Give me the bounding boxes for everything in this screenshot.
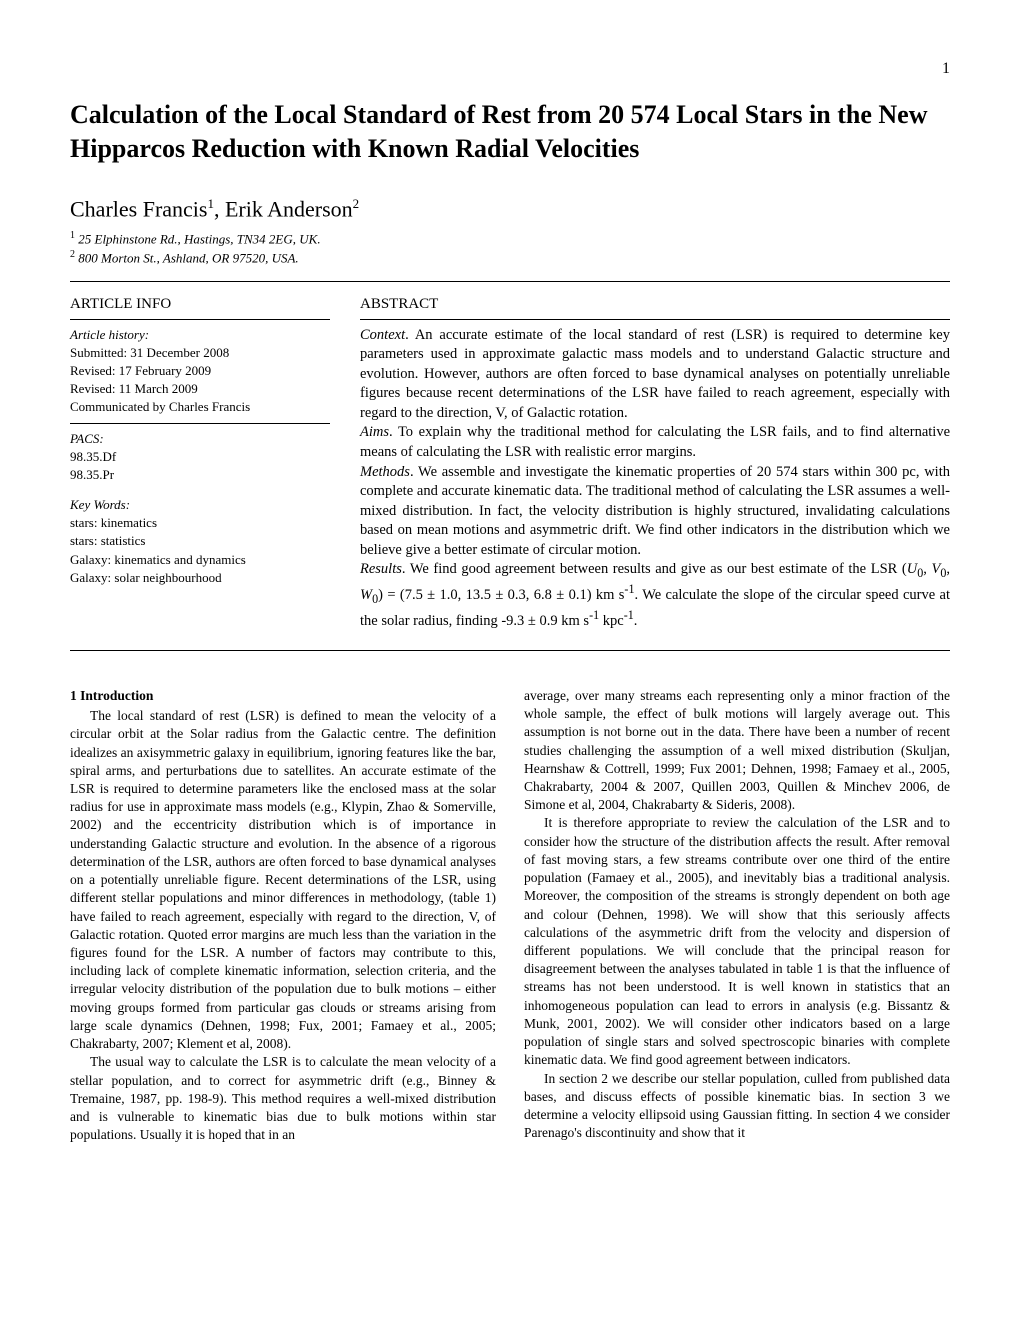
pacs-1: 98.35.Pr	[70, 466, 330, 484]
info-abstract-row: ARTICLE INFO Article history: Submitted:…	[70, 296, 950, 632]
article-info-header: ARTICLE INFO	[70, 296, 330, 313]
affiliation-2: 2 800 Morton St., Ashland, OR 97520, USA…	[70, 249, 950, 266]
context-label: Context	[360, 327, 405, 343]
keyword-3: Galaxy: solar neighbourhood	[70, 569, 330, 587]
keyword-1: stars: statistics	[70, 532, 330, 550]
keywords-block: Key Words: stars: kinematics stars: stat…	[70, 496, 330, 587]
abstract-rule	[360, 319, 950, 320]
history-line-0: Submitted: 31 December 2008	[70, 344, 330, 362]
top-rule	[70, 281, 950, 282]
abstract-text: Context. An accurate estimate of the loc…	[360, 326, 950, 632]
body-p3: average, over many streams each represen…	[524, 687, 950, 815]
body-column-right: average, over many streams each represen…	[524, 687, 950, 1144]
pacs-0: 98.35.Df	[70, 448, 330, 466]
context-text: . An accurate estimate of the local stan…	[360, 327, 950, 421]
pacs-block: PACS: 98.35.Df 98.35.Pr	[70, 430, 330, 485]
body-p2: The usual way to calculate the LSR is to…	[70, 1053, 496, 1144]
affiliation-text-2: 800 Morton St., Ashland, OR 97520, USA.	[78, 251, 298, 266]
info-rule-2	[70, 423, 330, 424]
body-columns: 1 Introduction The local standard of res…	[70, 687, 950, 1144]
article-history-label: Article history:	[70, 326, 330, 344]
affiliation-sup-1: 1	[70, 230, 75, 241]
affiliation-sup-2: 2	[70, 249, 75, 260]
aims-label: Aims	[360, 424, 389, 440]
article-info-column: ARTICLE INFO Article history: Submitted:…	[70, 296, 330, 632]
keywords-label: Key Words:	[70, 496, 330, 514]
affiliation-text-1: 25 Elphinstone Rd., Hastings, TN34 2EG, …	[78, 231, 320, 246]
intro-heading: 1 Introduction	[70, 687, 496, 705]
history-line-3: Communicated by Charles Francis	[70, 398, 330, 416]
body-column-left: 1 Introduction The local standard of res…	[70, 687, 496, 1144]
bottom-rule	[70, 650, 950, 651]
page-number: 1	[70, 60, 950, 78]
authors: Charles Francis1, Erik Anderson2	[70, 196, 950, 222]
aims-text: . To explain why the traditional method …	[360, 424, 950, 460]
results-label: Results	[360, 561, 402, 577]
methods-label: Methods	[360, 464, 410, 480]
results-text: . We find good agreement between results…	[360, 561, 950, 629]
pacs-label: PACS:	[70, 430, 330, 448]
keyword-2: Galaxy: kinematics and dynamics	[70, 551, 330, 569]
methods-text: . We assemble and investigate the kinema…	[360, 464, 950, 558]
history-line-2: Revised: 11 March 2009	[70, 380, 330, 398]
paper-title: Calculation of the Local Standard of Res…	[70, 98, 950, 166]
abstract-header: ABSTRACT	[360, 296, 950, 313]
affiliation-1: 1 25 Elphinstone Rd., Hastings, TN34 2EG…	[70, 230, 950, 247]
body-p5: In section 2 we describe our stellar pop…	[524, 1070, 950, 1143]
article-history-block: Article history: Submitted: 31 December …	[70, 326, 330, 417]
info-rule-1	[70, 319, 330, 320]
keyword-0: stars: kinematics	[70, 514, 330, 532]
body-p4: It is therefore appropriate to review th…	[524, 814, 950, 1069]
body-p1: The local standard of rest (LSR) is defi…	[70, 707, 496, 1053]
history-line-1: Revised: 17 February 2009	[70, 362, 330, 380]
abstract-column: ABSTRACT Context. An accurate estimate o…	[360, 296, 950, 632]
